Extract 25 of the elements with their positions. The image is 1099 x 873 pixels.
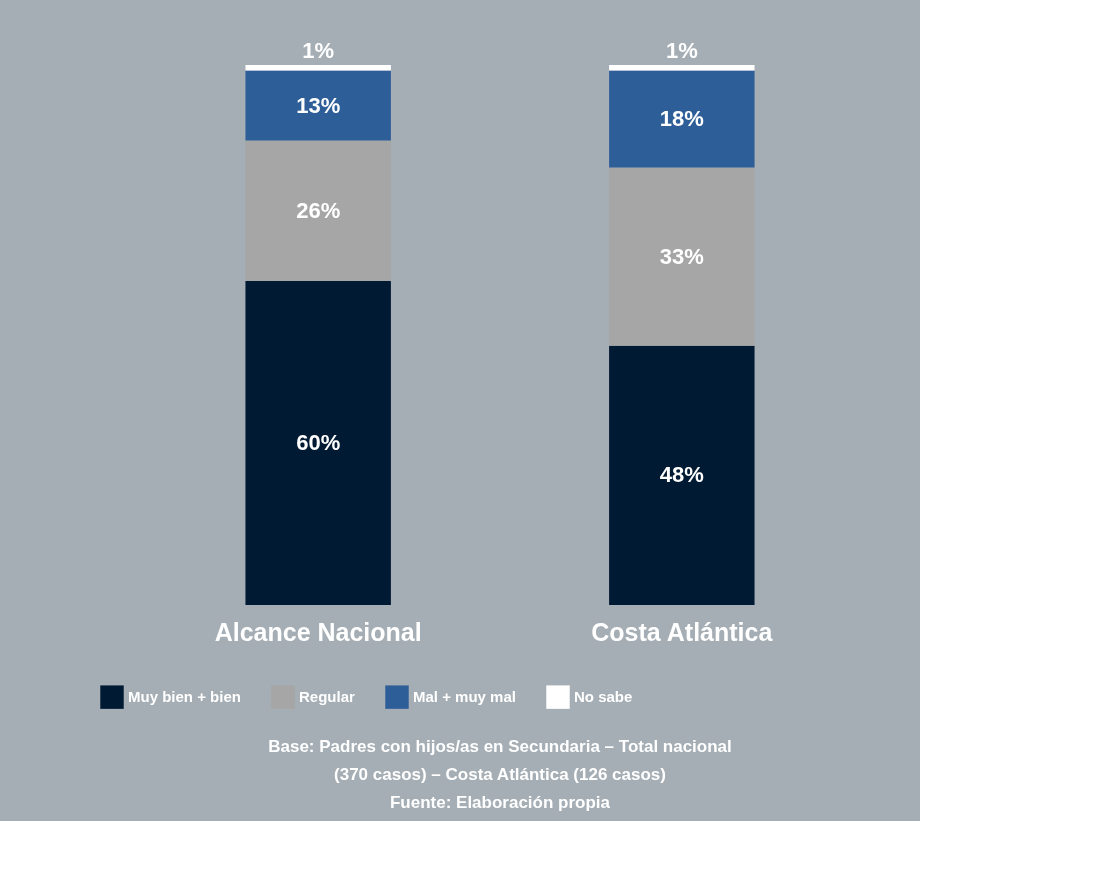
legend-label: Regular — [299, 688, 356, 706]
x-tick-label: Costa Atlántica — [591, 617, 774, 646]
bar — [609, 345, 755, 605]
data-label: 1% — [302, 38, 335, 63]
data-label: 18% — [659, 106, 704, 131]
bar — [245, 140, 391, 281]
legend-label: No sabe — [574, 688, 633, 706]
data-label: 48% — [659, 462, 704, 488]
bar — [245, 281, 391, 605]
bar — [609, 65, 755, 71]
bar — [245, 70, 391, 141]
legend-label: Mal + muy mal — [413, 688, 516, 706]
data-label: 60% — [296, 430, 341, 455]
data-label: 13% — [296, 92, 341, 118]
legend-label: Muy bien + bien — [128, 688, 241, 706]
text: (370 casos) – Costa Atlántica (126 casos) — [334, 765, 666, 784]
bar — [609, 167, 755, 346]
data-label: 1% — [665, 38, 698, 63]
text: Base: Padres con hijos/as en Secundaria – Total nacional — [268, 737, 732, 756]
bar — [245, 65, 391, 71]
bar — [609, 70, 755, 168]
source-note: Fuente: Elaboración propia — [389, 793, 611, 812]
x-tick-label: Alcance Nacional — [214, 617, 422, 646]
data-label: 33% — [659, 243, 704, 269]
data-label: 26% — [296, 197, 341, 223]
